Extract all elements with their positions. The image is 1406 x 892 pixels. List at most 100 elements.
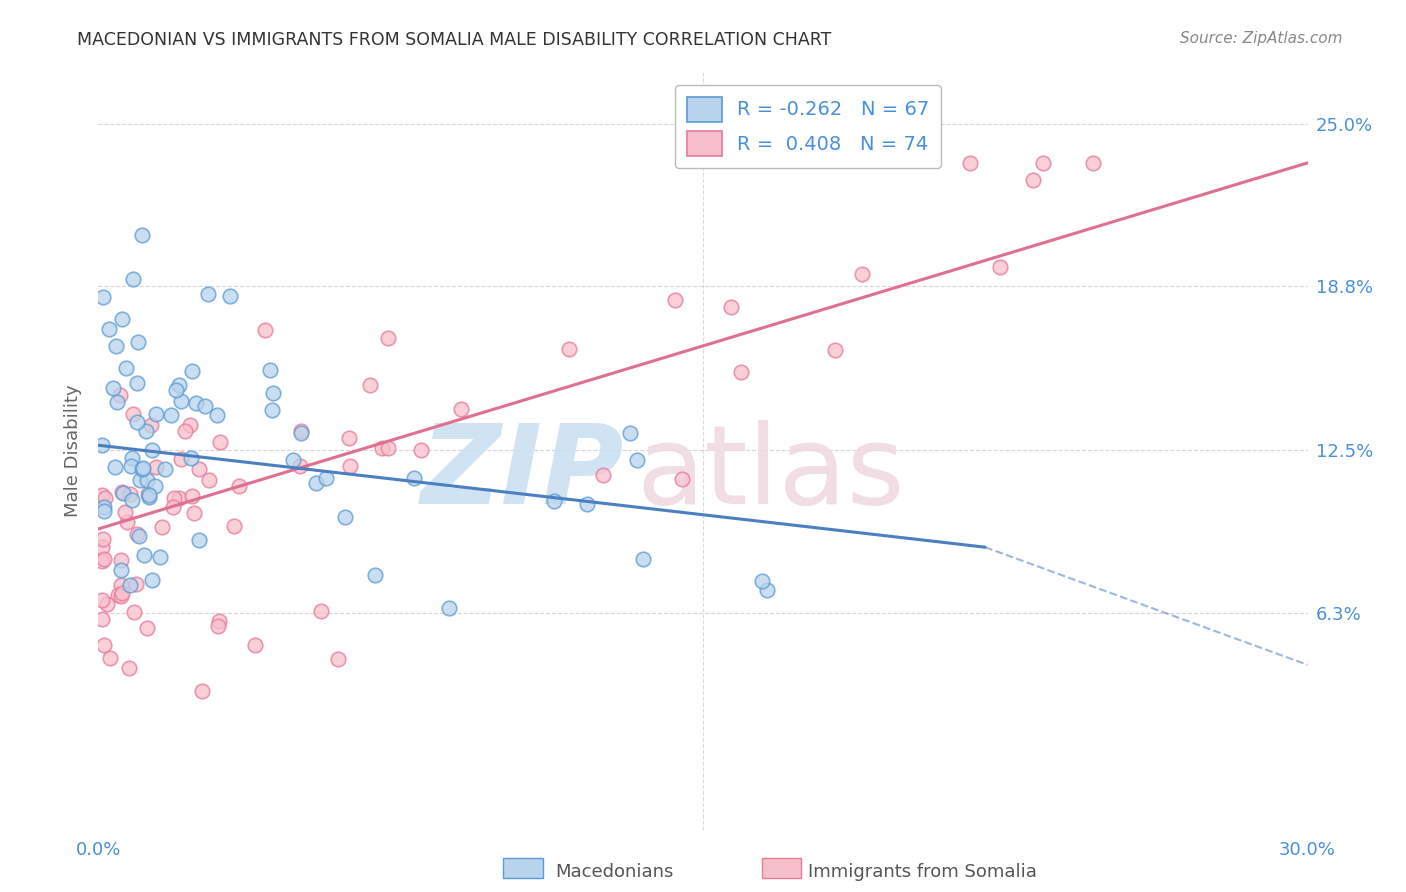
- Point: [134, 548, 156, 562]
- Point: [145, 459, 167, 474]
- Point: [114, 505, 136, 519]
- Point: [118, 578, 141, 592]
- Point: [110, 388, 132, 402]
- Point: [152, 519, 174, 533]
- Point: [110, 578, 132, 592]
- Point: [93, 290, 115, 304]
- Point: [125, 376, 148, 390]
- Point: [371, 441, 394, 455]
- Point: [262, 403, 284, 417]
- Point: [988, 260, 1011, 275]
- Point: [180, 489, 202, 503]
- Text: Macedonians: Macedonians: [555, 863, 673, 881]
- Point: [104, 459, 127, 474]
- Point: [339, 459, 361, 474]
- Point: [402, 471, 425, 485]
- Text: Immigrants from Somalia: Immigrants from Somalia: [808, 863, 1038, 881]
- Point: [259, 363, 281, 377]
- Point: [281, 453, 304, 467]
- Point: [173, 424, 195, 438]
- Point: [205, 408, 228, 422]
- Point: [121, 451, 143, 466]
- Point: [664, 293, 686, 307]
- Point: [194, 399, 217, 413]
- Point: [165, 383, 187, 397]
- Point: [328, 652, 350, 666]
- Point: [751, 574, 773, 589]
- Point: [222, 519, 245, 533]
- Point: [131, 228, 153, 243]
- Y-axis label: Male Disability: Male Disability: [65, 384, 83, 516]
- Point: [626, 453, 648, 467]
- Point: [111, 312, 134, 326]
- Point: [170, 394, 193, 409]
- Point: [245, 638, 267, 652]
- Point: [411, 442, 433, 457]
- Point: [141, 573, 163, 587]
- Point: [114, 360, 136, 375]
- Point: [592, 468, 614, 483]
- Point: [339, 431, 361, 445]
- Point: [180, 364, 202, 378]
- Point: [187, 462, 209, 476]
- Point: [141, 443, 163, 458]
- Point: [111, 586, 134, 600]
- Point: [132, 460, 155, 475]
- Point: [575, 497, 598, 511]
- Point: [131, 462, 153, 476]
- Point: [118, 487, 141, 501]
- Point: [93, 551, 115, 566]
- Point: [167, 491, 190, 505]
- Point: [208, 614, 231, 628]
- Point: [107, 395, 129, 409]
- Point: [136, 473, 159, 487]
- Point: [619, 425, 641, 440]
- Point: [631, 552, 654, 566]
- Point: [138, 490, 160, 504]
- Point: [439, 600, 461, 615]
- Point: [121, 407, 143, 421]
- Text: MACEDONIAN VS IMMIGRANTS FROM SOMALIA MALE DISABILITY CORRELATION CHART: MACEDONIAN VS IMMIGRANTS FROM SOMALIA MA…: [77, 31, 832, 49]
- Point: [91, 532, 114, 546]
- Point: [824, 343, 846, 358]
- Point: [101, 381, 124, 395]
- Point: [107, 588, 129, 602]
- Point: [110, 553, 132, 567]
- Point: [91, 438, 114, 452]
- Point: [364, 568, 387, 582]
- Point: [755, 583, 778, 598]
- Point: [228, 479, 250, 493]
- Point: [543, 494, 565, 508]
- Point: [96, 597, 118, 611]
- Point: [333, 510, 356, 524]
- Point: [671, 472, 693, 486]
- Point: [186, 396, 208, 410]
- Point: [118, 661, 141, 675]
- Point: [143, 479, 166, 493]
- Point: [207, 618, 229, 632]
- Point: [959, 156, 981, 170]
- Point: [198, 473, 221, 487]
- Point: [125, 526, 148, 541]
- Point: [110, 589, 132, 603]
- Point: [134, 425, 156, 439]
- Point: [180, 451, 202, 466]
- Point: [305, 475, 328, 490]
- Point: [219, 289, 242, 303]
- Point: [127, 415, 149, 429]
- Text: atlas: atlas: [637, 420, 905, 526]
- Point: [557, 343, 579, 357]
- Point: [167, 377, 190, 392]
- Point: [851, 267, 873, 281]
- Point: [136, 621, 159, 635]
- Point: [91, 612, 114, 626]
- Point: [450, 402, 472, 417]
- Point: [153, 461, 176, 475]
- Point: [122, 605, 145, 619]
- Point: [104, 339, 127, 353]
- Point: [1021, 173, 1043, 187]
- Point: [1083, 156, 1105, 170]
- Point: [138, 488, 160, 502]
- Point: [197, 287, 219, 301]
- Point: [111, 484, 134, 499]
